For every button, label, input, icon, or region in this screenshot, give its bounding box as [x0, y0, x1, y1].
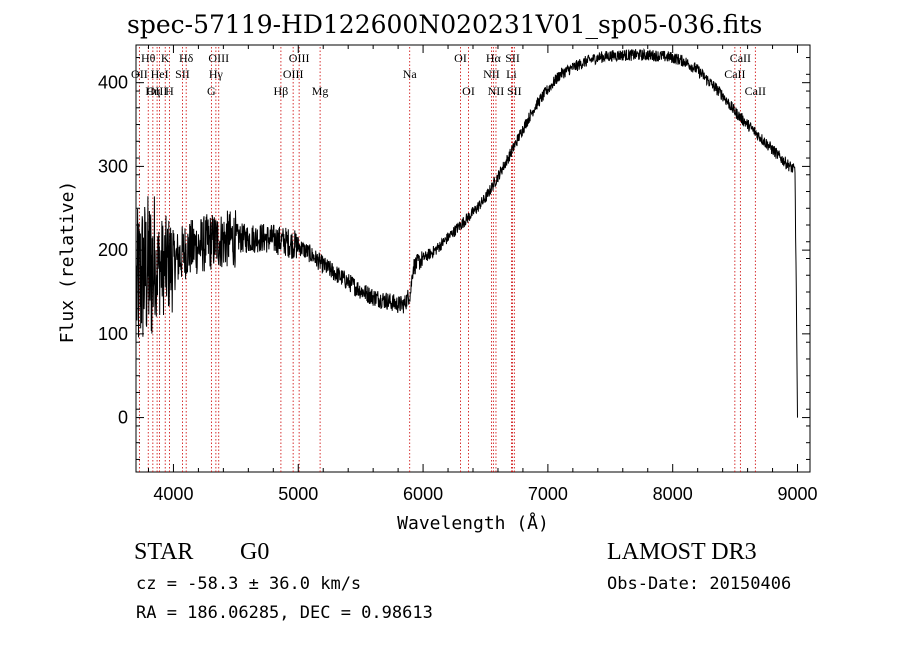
x-axis-label: Wavelength (Å) — [397, 512, 549, 534]
x-tick-label: 7000 — [528, 484, 568, 504]
chart-title: spec-57119-HD122600N020231V01_sp05-036.f… — [127, 10, 763, 39]
spectral-line-label: CaII — [730, 51, 751, 65]
x-tick-label: 6000 — [403, 484, 443, 504]
redshift-velocity: cz = -58.3 ± 36.0 km/s — [136, 574, 362, 594]
flux-line — [136, 47, 798, 418]
spectral-line-label: OIII — [208, 51, 229, 65]
y-tick-label: 200 — [98, 240, 128, 260]
spectral-line-label: SII — [505, 51, 520, 65]
spectral-line-label: HeI — [151, 67, 169, 81]
observation-date: Obs-Date: 20150406 — [607, 574, 792, 594]
spectral-line-label: Li — [506, 67, 517, 81]
y-tick-label: 300 — [98, 156, 128, 176]
sky-coordinates: RA = 186.06285, DEC = 0.98613 — [136, 603, 433, 623]
x-tick-label: 8000 — [653, 484, 693, 504]
spectral-line-label: OIII — [289, 51, 310, 65]
spectral-line-label: Hβ — [274, 84, 289, 98]
spectral-line-label: OIII — [283, 67, 304, 81]
spectrum-series — [136, 47, 798, 418]
spectral-line-label: Na — [403, 67, 418, 81]
y-tick-label: 100 — [98, 324, 128, 344]
spectral-line-label: K — [161, 51, 170, 65]
plot-frame — [135, 44, 811, 473]
tick-labels: 4000 5000 6000 7000 8000 9000 0 100 200 300 400 — [98, 73, 818, 504]
spectral-line-label: Mg — [312, 84, 329, 98]
object-subclass: G0 — [240, 539, 270, 565]
spectral-line-label: Hγ — [209, 67, 224, 81]
spectral-line-label: NII — [483, 67, 500, 81]
x-tick-label: 5000 — [278, 484, 318, 504]
spectral-line-label: NII — [488, 84, 505, 98]
spectral-line-label: SII — [175, 67, 190, 81]
y-axis-label: Flux (relative) — [57, 181, 78, 344]
spectral-line-label: SII — [507, 84, 522, 98]
spectral-line-label: Hδ — [179, 51, 194, 65]
spectral-line-label: OI — [454, 51, 467, 65]
x-tick-label: 9000 — [777, 484, 817, 504]
spectral-line-label: Hα — [486, 51, 502, 65]
y-tick-label: 400 — [98, 73, 128, 93]
spectral-line-label: CaII — [745, 84, 766, 98]
spectral-line-label: Hη — [145, 84, 160, 98]
spectral-line-label: G — [207, 84, 216, 98]
spectral-line-label: OII — [131, 67, 148, 81]
spectral-line-markers — [138, 47, 756, 472]
spectral-line-label: H — [165, 84, 174, 98]
spectral-line-label: OIII — [147, 84, 168, 98]
x-tick-label: 4000 — [153, 484, 193, 504]
spectral-line-label: CaII — [724, 67, 745, 81]
spectral-line-label: OI — [462, 84, 475, 98]
survey-name: LAMOST DR3 — [607, 539, 757, 565]
y-tick-label: 0 — [118, 408, 128, 428]
axis-ticks — [136, 45, 810, 472]
spectral-line-label: Hθ — [141, 51, 156, 65]
object-class: STAR — [134, 539, 194, 565]
